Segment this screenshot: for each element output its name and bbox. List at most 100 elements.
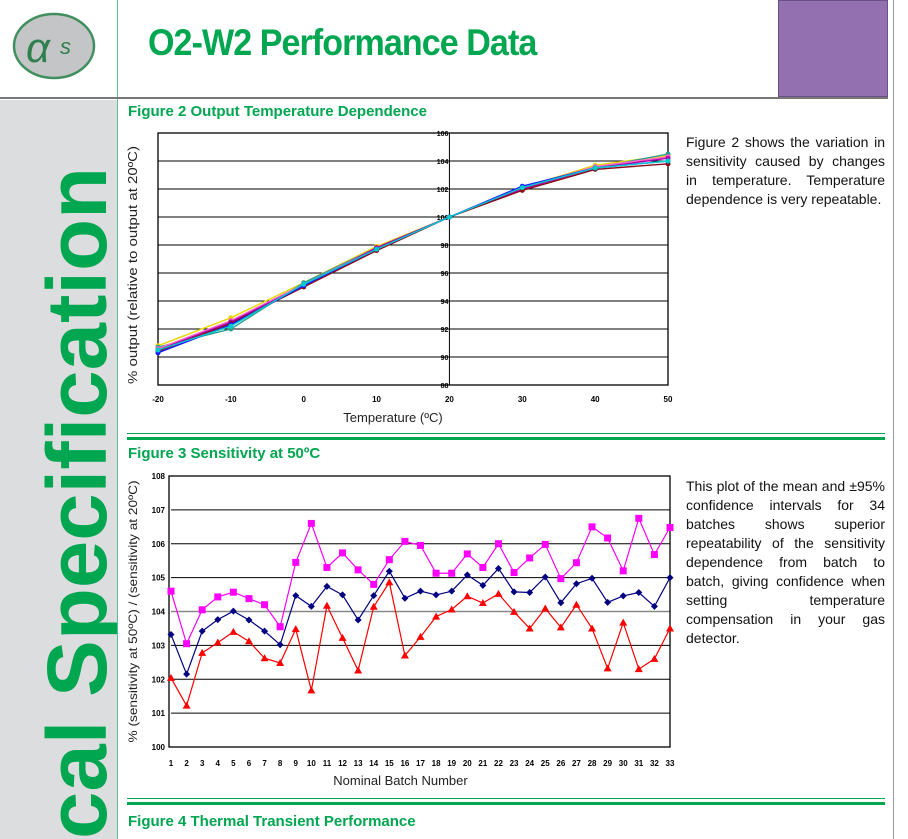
marker-square — [417, 541, 424, 549]
marker-triangle — [276, 658, 285, 666]
marker-triangle — [572, 600, 581, 608]
marker-square — [572, 559, 580, 567]
x-tick-label: 26 — [556, 759, 565, 768]
figure2-description: Figure 2 shows the variation in sensitiv… — [686, 134, 885, 207]
y-axis-label: % (sensitivity at 50ºC) / (sensitivity a… — [126, 481, 140, 743]
marker-triangle — [650, 654, 659, 662]
marker-diamond — [370, 592, 378, 600]
x-tick-label: 20 — [445, 395, 454, 404]
marker-square — [448, 569, 456, 577]
y-tick-label: 90 — [441, 355, 449, 362]
marker-triangle — [619, 618, 628, 626]
x-tick-label: 4 — [216, 759, 221, 768]
marker-square — [385, 556, 393, 564]
marker-diamond — [198, 627, 206, 635]
marker-diamond — [666, 574, 674, 582]
y-tick-label: 106 — [152, 540, 166, 549]
marker-triangle — [666, 624, 674, 632]
y-tick-label: 94 — [441, 299, 449, 306]
marker-square — [635, 514, 643, 522]
marker-square — [198, 606, 206, 614]
marker-triangle — [510, 607, 519, 615]
x-axis-label: Nominal Batch Number — [333, 773, 468, 788]
marker-diamond — [167, 631, 175, 639]
figure4-title: Figure 4 Thermal Transient Performance — [128, 813, 416, 830]
series-line — [170, 567, 671, 676]
figure3-description: This plot of the mean and ±95% confidenc… — [686, 478, 885, 646]
plot-frame — [168, 475, 671, 748]
y-axis-label: % output (relative to output at 20ºC) — [126, 146, 140, 384]
marker-point — [519, 185, 525, 191]
marker-diamond — [619, 592, 627, 600]
marker-diamond — [463, 571, 471, 579]
x-tick-label: 21 — [478, 759, 487, 768]
figure3-title: Figure 3 Sensitivity at 50ºC — [128, 445, 321, 462]
marker-square — [307, 519, 315, 527]
marker-triangle — [322, 601, 331, 609]
marker-diamond — [261, 627, 269, 635]
x-tick-label: 31 — [634, 759, 643, 768]
svg-text:α: α — [26, 24, 51, 71]
marker-diamond — [401, 594, 409, 602]
y-tick-label: 100 — [152, 743, 166, 752]
x-axis-label: Temperature (ºC) — [343, 410, 442, 425]
marker-diamond — [635, 589, 643, 597]
marker-triangle — [432, 612, 441, 620]
marker-square — [401, 537, 409, 545]
marker-square — [557, 575, 565, 583]
x-tick-label: 30 — [518, 395, 527, 404]
company-logo: α s — [12, 12, 96, 80]
marker-square — [245, 595, 253, 603]
marker-triangle — [244, 637, 253, 645]
marker-square — [479, 563, 487, 571]
svg-text:s: s — [60, 34, 71, 59]
x-tick-label: 5 — [231, 759, 236, 768]
marker-triangle — [291, 625, 300, 633]
marker-square — [354, 566, 362, 574]
marker-triangle — [541, 604, 550, 612]
x-tick-label: 24 — [525, 759, 534, 768]
marker-triangle — [556, 623, 565, 631]
x-tick-label: 27 — [572, 759, 581, 768]
x-tick-label: 6 — [247, 759, 252, 768]
marker-square — [323, 563, 331, 571]
marker-square — [339, 549, 347, 557]
x-tick-label: 14 — [369, 759, 378, 768]
y-tick-label: 101 — [152, 709, 166, 718]
separator-thick — [127, 437, 885, 440]
x-tick-label: -10 — [225, 395, 237, 404]
marker-diamond — [432, 591, 440, 599]
y-tick-label: 108 — [152, 472, 166, 481]
marker-triangle — [634, 665, 643, 673]
marker-triangle — [307, 686, 316, 694]
page-right-border — [893, 0, 894, 839]
marker-triangle — [525, 624, 534, 632]
marker-square — [370, 580, 378, 588]
marker-triangle — [603, 664, 612, 672]
marker-square — [650, 551, 658, 559]
series-line — [170, 516, 671, 646]
y-tick-label: 104 — [152, 608, 166, 617]
marker-triangle — [369, 602, 378, 610]
y-tick-label: 106 — [437, 131, 449, 138]
marker-square — [214, 593, 222, 601]
figure2-title: Figure 2 Output Temperature Dependence — [128, 103, 427, 120]
marker-diamond — [572, 580, 580, 588]
marker-triangle — [416, 632, 425, 640]
x-tick-label: 25 — [541, 759, 550, 768]
x-tick-label: 28 — [588, 759, 597, 768]
marker-square — [276, 623, 284, 631]
x-tick-label: 50 — [664, 395, 673, 404]
marker-square — [292, 558, 300, 566]
marker-triangle — [463, 592, 472, 600]
marker-point — [228, 323, 234, 329]
marker-square — [261, 601, 269, 609]
marker-point — [446, 214, 452, 220]
x-tick-label: 9 — [294, 759, 299, 768]
x-tick-label: 40 — [591, 395, 600, 404]
y-tick-label: 96 — [441, 271, 449, 278]
separator-thin — [127, 433, 885, 434]
marker-diamond — [292, 592, 300, 600]
marker-square — [432, 569, 440, 577]
